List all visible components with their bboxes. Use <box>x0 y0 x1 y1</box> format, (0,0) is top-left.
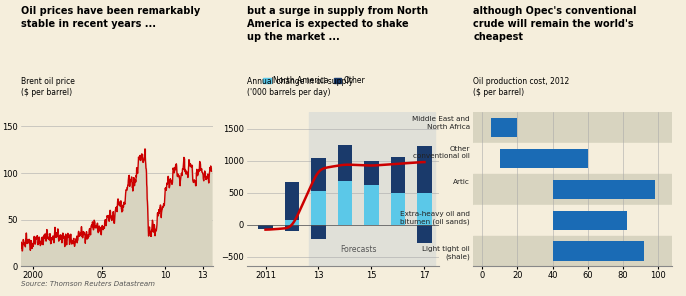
Bar <box>338 181 353 225</box>
Bar <box>258 225 273 229</box>
Bar <box>364 185 379 225</box>
Text: Middle East and
North Africa: Middle East and North Africa <box>412 116 470 130</box>
Bar <box>338 145 353 181</box>
Legend: North America, Other: North America, Other <box>261 73 368 88</box>
Text: Extra-heavy oil and
bitumen (oil sands): Extra-heavy oil and bitumen (oil sands) <box>400 210 470 225</box>
Bar <box>552 242 644 260</box>
Text: Annual change in oil supply
('000 barrels per day): Annual change in oil supply ('000 barrel… <box>247 77 353 97</box>
Bar <box>311 191 326 225</box>
Text: Source: Thomson Reuters Datastream: Source: Thomson Reuters Datastream <box>21 281 154 287</box>
Bar <box>417 225 431 243</box>
Bar <box>391 193 405 225</box>
Bar <box>309 112 435 266</box>
Bar <box>473 174 672 205</box>
Bar <box>311 225 326 239</box>
Bar <box>552 211 626 230</box>
Bar <box>473 143 672 174</box>
Text: Oil prices have been remarkably
stable in recent years ...: Oil prices have been remarkably stable i… <box>21 6 200 29</box>
Bar <box>473 205 672 236</box>
Text: but a surge in supply from North
America is expected to shake
up the market ...: but a surge in supply from North America… <box>247 6 428 41</box>
Bar <box>258 225 273 227</box>
Bar <box>311 158 326 191</box>
Text: Forecasts: Forecasts <box>340 245 377 254</box>
Text: Artic: Artic <box>453 179 470 185</box>
Bar <box>285 182 299 220</box>
Bar <box>364 160 379 185</box>
Text: Other
conventional oil: Other conventional oil <box>413 146 470 159</box>
Bar <box>285 225 299 231</box>
Bar <box>491 118 517 137</box>
Bar <box>473 112 672 143</box>
Bar <box>473 236 672 266</box>
Bar <box>391 157 405 193</box>
Bar <box>285 220 299 225</box>
Bar <box>417 193 431 225</box>
Bar <box>499 149 588 168</box>
Text: Oil production cost, 2012
($ per barrel): Oil production cost, 2012 ($ per barrel) <box>473 77 569 97</box>
Text: Light tight oil
(shale): Light tight oil (shale) <box>422 246 470 260</box>
Bar <box>552 180 654 199</box>
Text: Brent oil price
($ per barrel): Brent oil price ($ per barrel) <box>21 77 75 97</box>
Bar <box>417 146 431 193</box>
Text: although Opec's conventional
crude will remain the world's
cheapest: although Opec's conventional crude will … <box>473 6 637 41</box>
